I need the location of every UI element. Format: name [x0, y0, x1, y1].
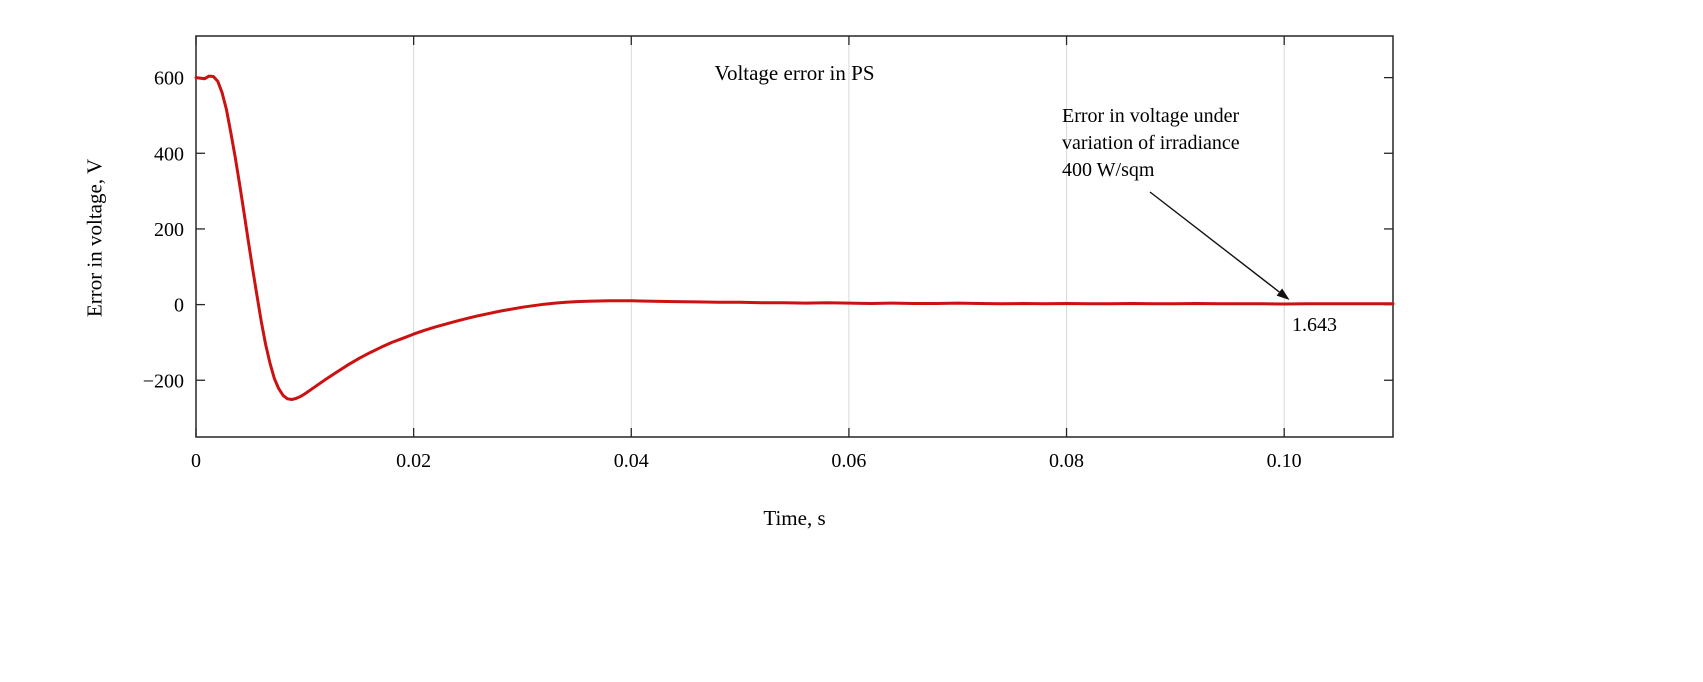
svg-text:0.08: 0.08 — [1049, 450, 1084, 472]
svg-text:0.06: 0.06 — [831, 450, 866, 472]
y-axis-label: Error in voltage, V — [82, 158, 107, 318]
svg-text:0: 0 — [191, 450, 201, 472]
svg-text:0.04: 0.04 — [614, 450, 649, 472]
svg-text:0: 0 — [174, 295, 184, 317]
svg-text:600: 600 — [154, 68, 184, 90]
svg-text:0.02: 0.02 — [396, 450, 431, 472]
svg-text:0.10: 0.10 — [1267, 450, 1302, 472]
chart-title: Voltage error in PS — [714, 61, 875, 85]
annotation-line: 400 W/sqm — [1062, 159, 1155, 181]
svg-text:400: 400 — [154, 143, 184, 165]
annotation-line: Error in voltage under — [1062, 105, 1240, 127]
annotation-value: 1.643 — [1292, 314, 1337, 336]
annotation-text: Error in voltage under variation of irra… — [1062, 103, 1240, 184]
x-axis-label: Time, s — [763, 506, 826, 530]
svg-text:−200: −200 — [143, 370, 184, 392]
svg-text:200: 200 — [154, 219, 184, 241]
annotation-line: variation of irradiance — [1062, 132, 1240, 154]
